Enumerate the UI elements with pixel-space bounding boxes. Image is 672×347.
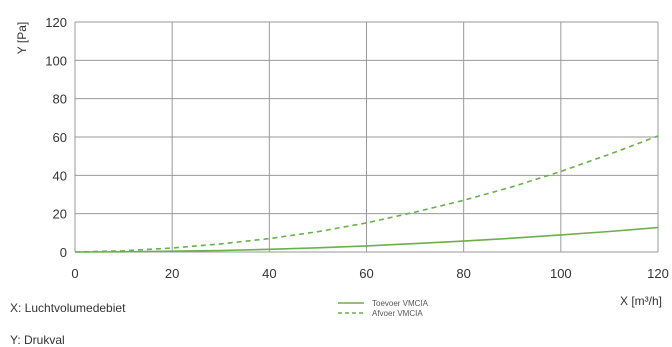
x-tick-label-80: 80 [456,266,470,281]
legend-swatch-dashed [338,312,364,314]
x-tick-label-40: 40 [262,266,276,281]
legend-label-afvoer: Afvoer VMCIA [372,308,423,318]
y-tick-label-60: 60 [53,130,67,145]
legend-swatch-solid [338,302,364,304]
x-tick-label-120: 120 [647,266,669,281]
series-lines [74,135,659,253]
series-line-0 [74,226,659,253]
x-tick-label-100: 100 [550,266,572,281]
y-description: Y: Drukval [10,333,65,347]
y-axis-label: Y [Pa] [15,22,29,54]
legend: Toevoer VMCIA Afvoer VMCIA [338,298,428,318]
x-tick-label-60: 60 [359,266,373,281]
x-axis-label: X [m³/h] [620,294,662,308]
grid [74,21,659,253]
legend-item-toevoer: Toevoer VMCIA [338,298,428,308]
x-description: X: Luchtvolumedebiet [10,301,126,315]
y-tick-label-0: 0 [60,245,67,260]
y-tick-label-100: 100 [45,53,67,68]
y-tick-label-120: 120 [45,15,67,30]
y-tick-label-20: 20 [53,207,67,222]
legend-item-afvoer: Afvoer VMCIA [338,308,428,318]
legend-label-toevoer: Toevoer VMCIA [372,298,429,308]
y-axis-ticks: 0 20 40 60 80 100 120 [45,15,67,260]
x-axis-ticks: 0 20 40 60 80 100 120 [71,266,668,281]
x-tick-label-0: 0 [71,266,78,281]
y-tick-label-40: 40 [53,168,67,183]
x-tick-label-20: 20 [165,266,179,281]
y-tick-label-80: 80 [53,92,67,107]
